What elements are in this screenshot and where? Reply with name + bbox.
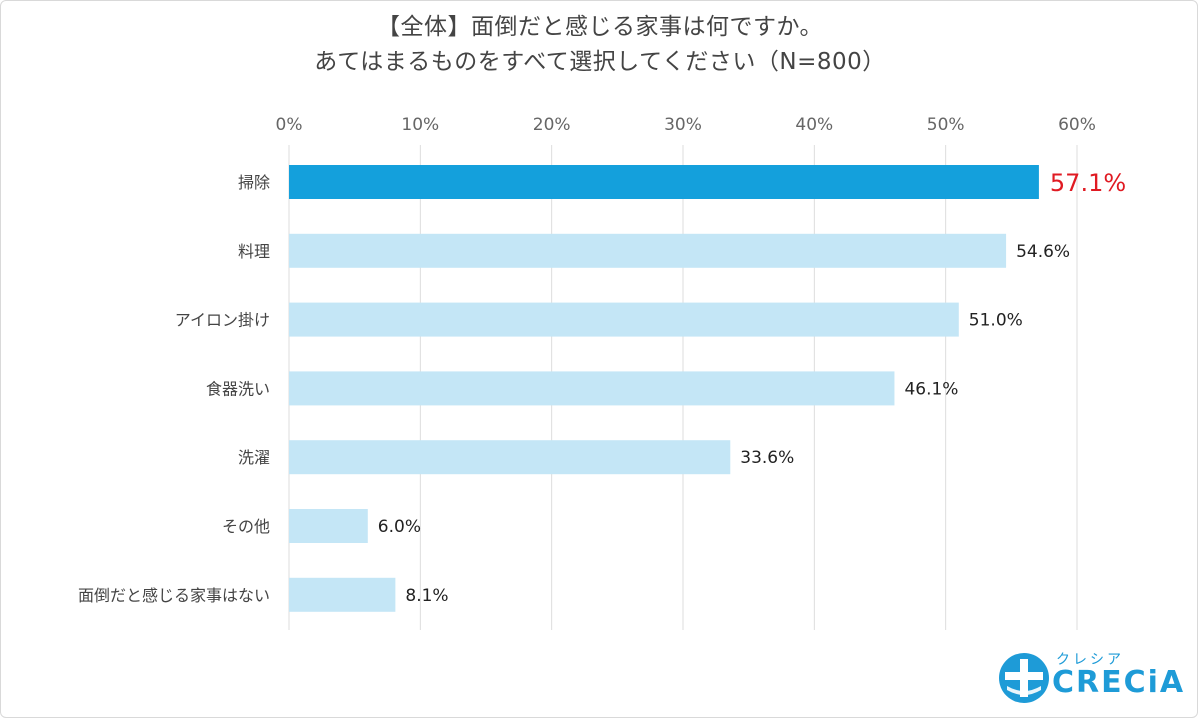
x-tick-label: 50%: [927, 115, 965, 135]
x-tick-label: 10%: [401, 115, 439, 135]
bar: [289, 371, 895, 406]
crecia-logo: クレシア CRECiA: [998, 648, 1183, 708]
x-tick-label: 60%: [1058, 115, 1096, 135]
x-tick-label: 0%: [276, 115, 303, 135]
x-axis-ticks: 0% 10% 20% 30% 40% 50% 60%: [276, 115, 1096, 135]
x-tick-label: 20%: [533, 115, 571, 135]
category-label: その他: [222, 517, 270, 536]
bar: [289, 577, 396, 612]
bars: [289, 165, 1039, 612]
value-label: 6.0%: [378, 517, 421, 537]
chart-title-line-2: あてはまるものをすべて選択してください（N=800）: [314, 49, 886, 75]
category-label: 食器洗い: [206, 379, 270, 398]
category-label: 料理: [238, 242, 270, 261]
bar: [289, 233, 1007, 268]
value-label: 51.0%: [969, 311, 1023, 331]
labels: 掃除 57.1% 料理 54.6% アイロン掛け 51.0% 食器洗い 46.1% 洗濯 33.6…: [78, 169, 1126, 606]
x-tick-label: 40%: [795, 115, 833, 135]
bar: [289, 509, 368, 543]
cross-circle-icon: [999, 653, 1049, 703]
category-label: アイロン掛け: [175, 311, 270, 330]
logo-kana: クレシア: [1056, 652, 1124, 668]
value-label: 57.1%: [1050, 169, 1126, 197]
bar: [289, 302, 959, 337]
bar: [289, 440, 731, 475]
value-label: 33.6%: [740, 448, 794, 468]
value-label: 8.1%: [405, 586, 448, 606]
value-label: 46.1%: [904, 379, 958, 399]
bar: [289, 165, 1039, 199]
category-label: 掃除: [238, 173, 270, 192]
category-label: 面倒だと感じる家事はない: [78, 586, 270, 605]
chart-title-line-1: 【全体】面倒だと感じる家事は何ですか。: [376, 14, 824, 40]
category-label: 洗濯: [238, 448, 270, 467]
value-label: 54.6%: [1016, 242, 1070, 262]
logo-wordmark: CRECiA: [1052, 665, 1186, 700]
x-tick-label: 30%: [664, 115, 702, 135]
